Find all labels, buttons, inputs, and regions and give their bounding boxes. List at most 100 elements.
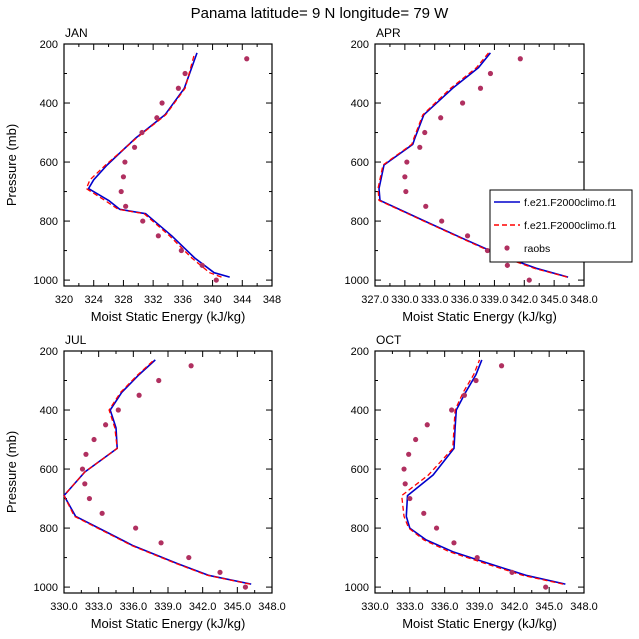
raobs-point [120, 174, 127, 180]
raobs-point [498, 363, 505, 369]
legend: f.e21.F2000climo.f1 f.e21.F2000climo.f1 ra… [489, 189, 633, 263]
raobs-point [424, 422, 430, 428]
raobs-point [188, 363, 194, 369]
model-line-solid [87, 52, 230, 278]
raobs-point [451, 540, 457, 546]
y-tick-label: 800 [351, 216, 369, 228]
raobs-point [86, 495, 93, 502]
raobs-point [136, 392, 142, 398]
raobs-point [91, 436, 97, 443]
raobs-point [79, 466, 86, 472]
x-tick-label: 333.0 [421, 294, 449, 306]
x-tick-label: 330.0 [50, 601, 78, 613]
raobs-point [474, 554, 480, 561]
raobs-point [423, 203, 429, 209]
raobs-point [133, 525, 139, 531]
raobs-point [449, 407, 455, 413]
y-axis-label: Pressure (mb) [4, 431, 19, 513]
x-tick-label: 333.0 [396, 601, 424, 613]
raobs-point [186, 554, 192, 561]
x-tick-label: 348.0 [570, 294, 598, 306]
raobs-point [99, 510, 105, 516]
raobs-point [517, 56, 523, 62]
y-tick-label: 400 [351, 98, 369, 110]
raobs-point [477, 85, 484, 91]
x-axis-label: Moist Static Energy (kJ/kg) [91, 616, 246, 631]
raobs-point [123, 203, 129, 209]
x-tick-label: 342.0 [511, 294, 539, 306]
model-line-dashed [85, 52, 222, 278]
raobs-point [438, 115, 444, 121]
y-tick-label: 800 [351, 523, 369, 535]
x-tick-label: 345.0 [540, 294, 568, 306]
raobs-point [242, 584, 249, 590]
raobs-point [82, 481, 88, 487]
raobs-point [422, 129, 428, 136]
x-tick-label: 345.0 [535, 601, 563, 613]
raobs-point [122, 159, 128, 165]
panel-jul: 330.0 333.0 336.0 339.0 342.0 345.0 348.0 200 40… [4, 333, 286, 631]
x-tick-label: 339.0 [466, 601, 494, 613]
raobs-point [154, 115, 160, 121]
raobs-point [402, 174, 408, 180]
panel-title: JAN [65, 26, 88, 40]
raobs-point [178, 247, 184, 254]
raobs-point [115, 407, 121, 413]
x-tick-label: 320 [55, 294, 73, 306]
raobs-point [131, 144, 138, 150]
raobs-point [543, 584, 549, 590]
legend-label: f.e21.F2000climo.f1 [524, 197, 616, 209]
x-tick-label: 348.0 [258, 601, 286, 613]
y-tick-label: 400 [40, 405, 58, 417]
raobs-point [484, 247, 491, 254]
model-line-solid [63, 359, 252, 585]
x-tick-label: 336.0 [120, 601, 148, 613]
x-tick-label: 330.0 [361, 601, 389, 613]
x-tick-label: 345.0 [224, 601, 252, 613]
y-tick-label: 400 [40, 98, 58, 110]
raobs-point [464, 233, 471, 239]
y-tick-label: 200 [40, 346, 58, 358]
y-tick-label: 600 [40, 464, 58, 476]
panel-oct: 330.0 333.0 336.0 339.0 342.0 345.0 348.0 200 40… [345, 333, 598, 631]
panels: 320 324 328 332 336 340 344 348 200 400 600 800 1000… [4, 26, 598, 631]
raobs-point [439, 218, 445, 224]
raobs-point [217, 569, 223, 575]
y-tick-label: 1000 [34, 275, 58, 287]
legend-label: raobs [524, 243, 550, 255]
raobs-point [103, 422, 109, 428]
raobs-point [199, 262, 205, 268]
x-axis-label: Moist Static Energy (kJ/kg) [402, 309, 557, 324]
x-tick-label: 336 [174, 294, 192, 306]
x-tick-label: 336.0 [431, 601, 459, 613]
y-tick-label: 1000 [34, 582, 58, 594]
x-tick-label: 328 [114, 294, 132, 306]
y-tick-label: 1000 [345, 275, 369, 287]
x-tick-label: 344 [233, 294, 251, 306]
y-tick-label: 800 [40, 523, 58, 535]
raobs-point [487, 70, 494, 77]
raobs-point [182, 70, 188, 77]
x-axis-label: Moist Static Energy (kJ/kg) [402, 616, 557, 631]
raobs-point [159, 100, 165, 106]
x-tick-label: 333.0 [85, 601, 113, 613]
raobs-point [83, 451, 89, 457]
raobs-point [504, 262, 510, 268]
x-tick-label: 348 [263, 294, 281, 306]
y-tick-label: 800 [40, 216, 58, 228]
y-tick-label: 600 [351, 157, 369, 169]
x-tick-label: 342.0 [189, 601, 217, 613]
raobs-point [403, 188, 409, 195]
panel-apr: 327.0 330.0 333.0 336.0 339.0 342.0 345.0 348.0… [345, 26, 598, 324]
raobs-point [175, 85, 181, 91]
plot-frame [63, 350, 273, 594]
raobs-point [404, 159, 410, 165]
raobs-point [406, 451, 412, 457]
raobs-point [244, 56, 250, 62]
panel-title: OCT [376, 333, 402, 347]
raobs-point [155, 233, 161, 239]
raobs-point [413, 436, 419, 443]
panel-jan: 320 324 328 332 336 340 344 348 200 400 600 800 1000… [4, 26, 281, 324]
y-tick-label: 600 [351, 464, 369, 476]
